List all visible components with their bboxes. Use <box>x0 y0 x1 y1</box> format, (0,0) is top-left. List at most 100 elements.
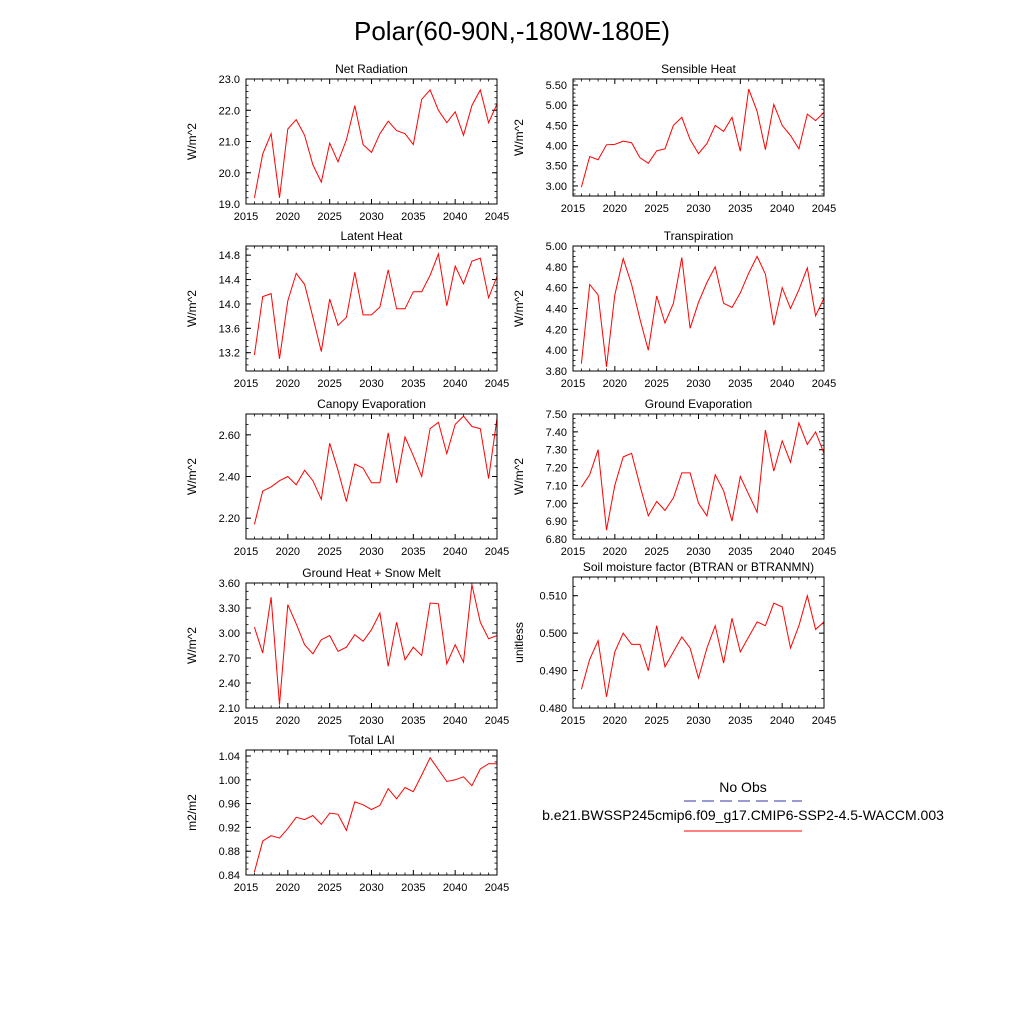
y-axis-label: W/m^2 <box>512 290 526 327</box>
plot-frame <box>245 749 498 876</box>
series-line <box>253 584 498 705</box>
y-axis-label: m2/m2 <box>185 794 199 831</box>
y-tick-label: 13.6 <box>219 323 240 335</box>
x-tick-label: 2015 <box>561 546 585 558</box>
series-line <box>253 756 497 873</box>
panel-title: Transpiration <box>664 229 734 243</box>
x-tick-label: 2030 <box>686 715 710 727</box>
x-tick-label: 2020 <box>603 378 627 390</box>
panel-title: Net Radiation <box>335 62 408 76</box>
x-tick-label: 2015 <box>561 203 585 215</box>
y-tick-label: 3.60 <box>219 578 240 590</box>
y-tick-label: 5.50 <box>546 80 567 92</box>
figure-title: Polar(60-90N,-180W-180E) <box>354 16 670 46</box>
x-tick-label: 2035 <box>401 546 425 558</box>
y-tick-label: 20.0 <box>219 168 240 180</box>
plot-frame <box>245 245 498 372</box>
y-tick-label: 7.40 <box>546 427 567 439</box>
x-tick-label: 2040 <box>770 715 794 727</box>
y-tick-label: 0.510 <box>539 591 567 603</box>
x-tick-label: 2030 <box>359 378 383 390</box>
y-tick-label: 19.0 <box>219 199 240 211</box>
y-tick-label: 0.92 <box>219 822 240 834</box>
x-tick-label: 2040 <box>443 715 467 727</box>
x-tick-label: 2045 <box>485 715 509 727</box>
y-tick-label: 3.00 <box>219 628 240 640</box>
x-tick-label: 2025 <box>644 715 668 727</box>
x-tick-label: 2045 <box>812 715 836 727</box>
y-tick-label: 2.40 <box>219 472 240 484</box>
legend: No Obs b.e21.BWSSP245cmip6.f09_g17.CMIP6… <box>542 779 944 832</box>
panel-title: Ground Evaporation <box>645 397 752 411</box>
x-tick-label: 2025 <box>317 378 341 390</box>
y-tick-label: 7.30 <box>546 445 567 457</box>
panels: 2015 2020 2025 2030 2035 2040 2045 19.0 20.0 21.0… <box>185 62 836 894</box>
x-tick-label: 2040 <box>443 546 467 558</box>
panel-title: Sensible Heat <box>661 62 736 76</box>
x-tick-label: 2045 <box>485 378 509 390</box>
y-tick-label: 4.00 <box>546 141 567 153</box>
y-axis-label: W/m^2 <box>185 627 199 664</box>
y-tick-label: 3.50 <box>546 161 567 173</box>
y-axis-label: W/m^2 <box>512 458 526 495</box>
x-tick-label: 2025 <box>317 546 341 558</box>
plot-frame <box>245 582 498 709</box>
legend-model-label: b.e21.BWSSP245cmip6.f09_g17.CMIP6-SSP2-4… <box>542 807 944 823</box>
x-tick-label: 2015 <box>234 882 258 894</box>
series-line <box>253 88 498 198</box>
y-axis-label: unitless <box>512 622 526 663</box>
x-tick-label: 2025 <box>317 211 341 223</box>
y-tick-label: 14.0 <box>219 299 240 311</box>
y-tick-label: 4.20 <box>546 324 567 336</box>
y-tick-label: 21.0 <box>219 137 240 149</box>
x-tick-label: 2030 <box>686 546 710 558</box>
y-axis-label: W/m^2 <box>185 123 199 160</box>
y-tick-label: 7.50 <box>546 409 567 421</box>
y-tick-label: 7.20 <box>546 463 567 475</box>
x-tick-label: 2015 <box>561 378 585 390</box>
panel-title: Total LAI <box>348 733 395 747</box>
x-tick-label: 2030 <box>359 546 383 558</box>
y-tick-label: 5.00 <box>546 241 567 253</box>
y-tick-label: 7.00 <box>546 498 567 510</box>
x-tick-label: 2025 <box>644 378 668 390</box>
y-tick-label: 7.10 <box>546 480 567 492</box>
x-tick-label: 2040 <box>770 546 794 558</box>
legend-obs-label: No Obs <box>719 779 766 795</box>
x-tick-label: 2025 <box>644 203 668 215</box>
x-tick-label: 2040 <box>770 203 794 215</box>
chart-panel: 2015 2020 2025 2030 2035 2040 2045 6.80 6.90 7.00… <box>512 397 836 558</box>
x-tick-label: 2020 <box>276 378 300 390</box>
x-tick-label: 2030 <box>359 211 383 223</box>
x-tick-label: 2040 <box>770 378 794 390</box>
x-tick-label: 2025 <box>644 546 668 558</box>
chart-panel: 2015 2020 2025 2030 2035 2040 2045 13.2 13.6 14.0… <box>185 229 509 390</box>
series-line <box>580 593 825 697</box>
panel-title: Ground Heat + Snow Melt <box>302 566 441 580</box>
y-tick-label: 0.96 <box>219 799 240 811</box>
panel-title: Latent Heat <box>340 229 403 243</box>
y-tick-label: 1.04 <box>219 751 240 763</box>
series-line <box>253 252 498 359</box>
x-tick-label: 2015 <box>234 715 258 727</box>
x-tick-label: 2035 <box>401 211 425 223</box>
y-tick-label: 3.80 <box>546 366 567 378</box>
x-tick-label: 2015 <box>561 715 585 727</box>
y-tick-label: 2.70 <box>219 653 240 665</box>
y-tick-label: 2.60 <box>219 430 240 442</box>
x-tick-label: 2040 <box>443 378 467 390</box>
x-tick-label: 2030 <box>686 203 710 215</box>
y-axis-label: W/m^2 <box>185 458 199 495</box>
x-tick-label: 2025 <box>317 882 341 894</box>
plot-frame <box>245 413 498 540</box>
x-tick-label: 2035 <box>728 715 752 727</box>
y-tick-label: 6.90 <box>546 516 567 528</box>
series-line <box>253 415 498 525</box>
x-tick-label: 2040 <box>443 211 467 223</box>
y-tick-label: 4.00 <box>546 345 567 357</box>
panel-title: Canopy Evaporation <box>317 397 426 411</box>
series-line <box>580 255 825 367</box>
x-tick-label: 2015 <box>234 546 258 558</box>
y-tick-label: 6.80 <box>546 534 567 546</box>
y-axis-label: W/m^2 <box>185 290 199 327</box>
